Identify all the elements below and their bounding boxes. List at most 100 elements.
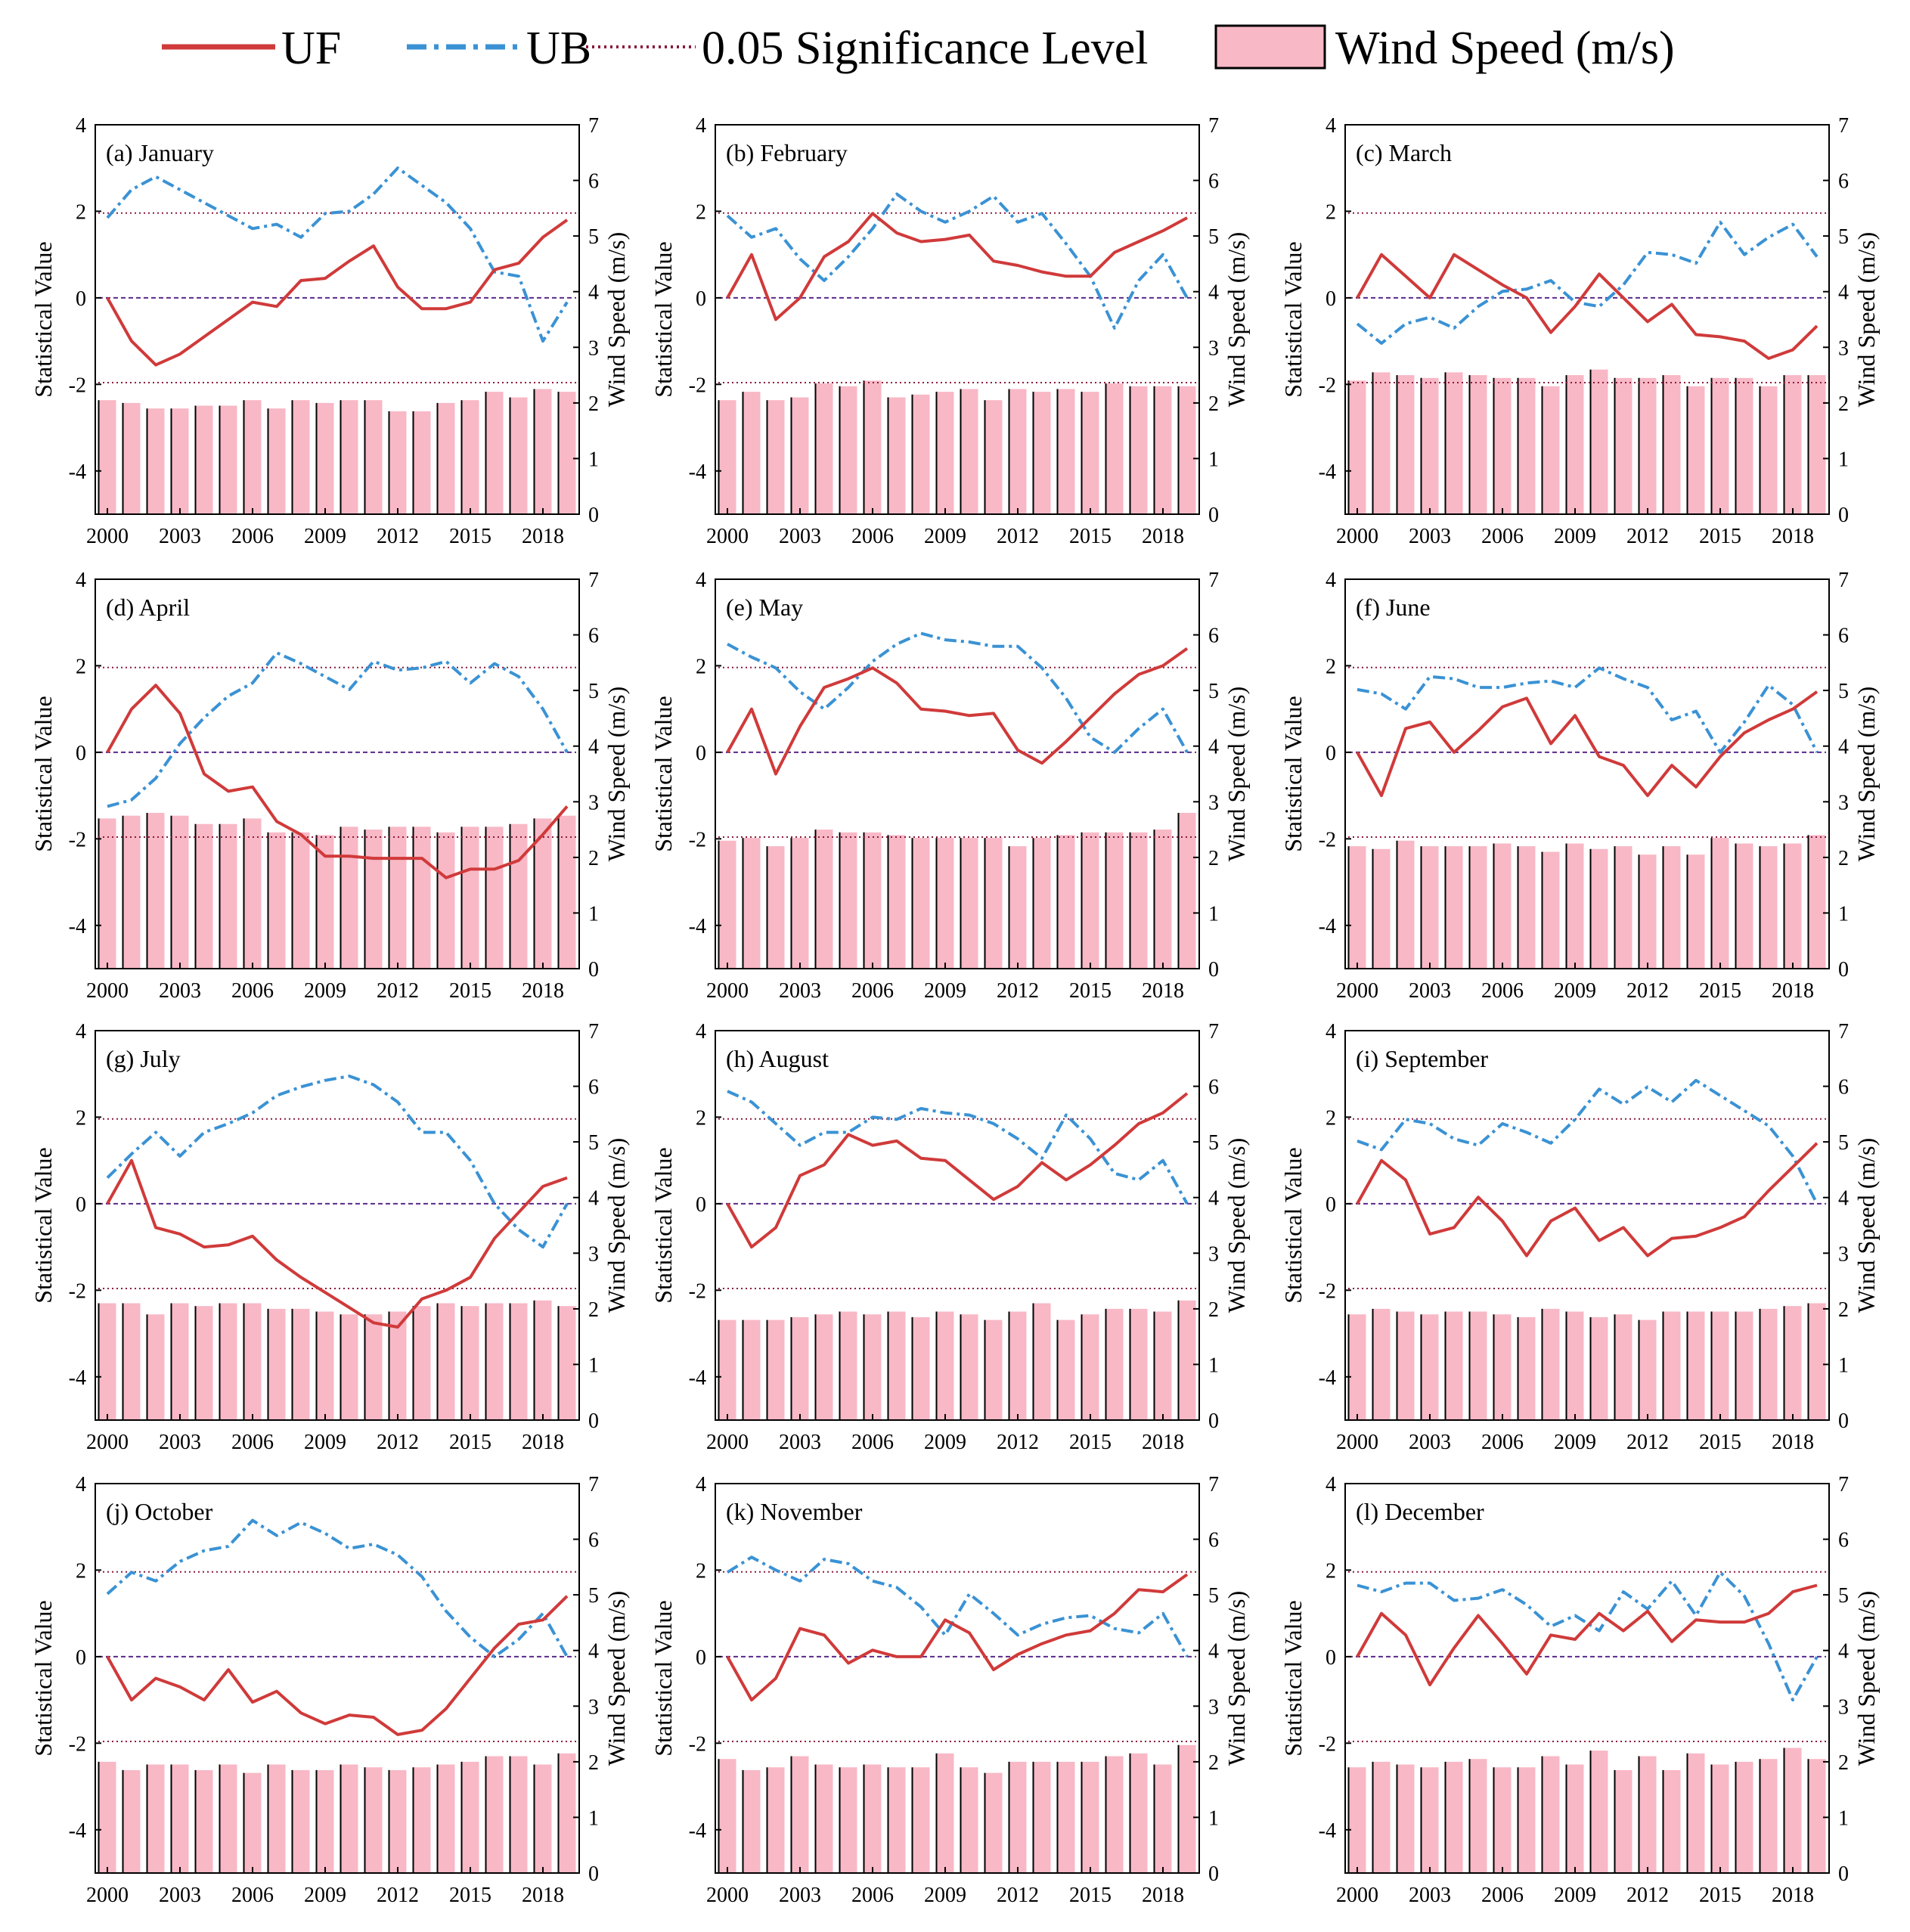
wind-bar-2014: [1687, 1311, 1705, 1420]
panel-7: 4 2 0 -2 -4 7 6 5 4 3 2 1 0 2000 2003 2006 2009 2012 2015 2…: [29, 1020, 630, 1454]
y2-tick-label: 1: [1838, 902, 1849, 926]
wind-bar-2005: [839, 832, 857, 969]
plot-frame: [95, 1483, 580, 1874]
uf-series-line: [1356, 690, 1819, 798]
x-tick-label: 2003: [159, 1431, 201, 1454]
plot-frame: [95, 578, 580, 969]
wind-bar-2003: [791, 397, 809, 514]
wind-bar-2008: [912, 394, 930, 514]
y-tick-label: 4: [76, 1473, 86, 1496]
x-tick-label: 2003: [159, 525, 201, 548]
wind-bar-2008: [1542, 1308, 1560, 1420]
y-tick-label: 0: [696, 1646, 706, 1670]
y-tick-label: 0: [1326, 1193, 1336, 1217]
y-tick-label: 0: [1326, 1646, 1336, 1670]
ub-series-line: [107, 651, 569, 808]
x-tick-label: 2000: [1336, 525, 1378, 548]
wind-bar-2007: [268, 408, 286, 514]
panel-title: (l) December: [1356, 1498, 1484, 1525]
wind-bar-2009: [316, 1311, 334, 1420]
y-tick-label: -2: [69, 1732, 86, 1756]
ub-series-line: [106, 1075, 569, 1249]
wind-bar-2008: [912, 1767, 930, 1873]
y-tick-label: 2: [696, 1106, 706, 1130]
x-tick-label: 2012: [377, 525, 419, 548]
y-tick-label: 0: [76, 742, 86, 765]
wind-bar-2002: [147, 1314, 165, 1420]
x-tick-label: 2015: [449, 1431, 491, 1454]
wind-bar-2000: [1348, 1767, 1366, 1873]
wind-bar-2019: [558, 1753, 576, 1873]
wind-bar-2015: [1081, 1761, 1099, 1873]
wind-bar-2018: [534, 818, 552, 969]
x-tick-label: 2015: [1069, 979, 1112, 1003]
y2-axis-label: Wind Speed (m/s): [603, 687, 630, 862]
wind-bar-2019: [1178, 1300, 1196, 1420]
y2-tick-label: 6: [1838, 170, 1849, 194]
y-tick-label: 0: [1326, 742, 1336, 765]
wind-bar-2006: [243, 400, 262, 514]
panel-12: 4 2 0 -2 -4 7 6 5 4 3 2 1 0 2000 2003 2006 2009 2012 2015 2…: [1279, 1473, 1880, 1907]
y2-tick-label: 1: [588, 1354, 599, 1377]
x-tick-label: 2000: [706, 1884, 749, 1907]
wind-bar-2008: [1542, 851, 1560, 969]
wind-bar-2014: [1057, 389, 1075, 514]
y-axis-label: Statistical Value: [650, 696, 677, 851]
wind-bar-2016: [1735, 377, 1753, 515]
y-axis-label: Statistical Value: [650, 241, 677, 397]
wind-bar-2012: [1009, 1761, 1027, 1873]
y2-tick-label: 2: [1838, 1751, 1849, 1775]
panel-6: 4 2 0 -2 -4 7 6 5 4 3 2 1 0 2000 2003 2006 2009 2012 2015 2…: [1279, 569, 1880, 1003]
y2-tick-label: 3: [1838, 1695, 1849, 1719]
wind-bar-2012: [1639, 377, 1657, 515]
wind-bar-2011: [1614, 1769, 1632, 1873]
wind-bar-2018: [1154, 386, 1172, 514]
y2-tick-label: 3: [1838, 791, 1849, 814]
y-tick-label: 4: [1326, 1473, 1336, 1496]
wind-bar-2016: [1105, 1756, 1124, 1873]
y-tick-label: 2: [1326, 1106, 1336, 1130]
wind-bar-2016: [1735, 1761, 1753, 1873]
x-tick-label: 2000: [1336, 1884, 1378, 1907]
x-tick-label: 2018: [1142, 1884, 1184, 1907]
wind-bar-2005: [839, 1311, 857, 1420]
x-tick-label: 2006: [1481, 979, 1524, 1003]
panel-title: (e) May: [726, 594, 803, 621]
x-tick-label: 2000: [706, 1431, 749, 1454]
wind-bar-2003: [791, 1316, 809, 1420]
uf-series-line: [726, 1092, 1189, 1249]
wind-bar-2018: [534, 1764, 552, 1873]
y2-tick-label: 3: [588, 791, 599, 814]
wind-bar-2008: [912, 838, 930, 969]
x-tick-label: 2009: [1554, 1431, 1596, 1454]
legend: UF UB 0.05 Significance Level Wind Speed…: [162, 23, 1675, 74]
y2-tick-label: 6: [1838, 625, 1849, 648]
y-tick-label: 4: [696, 1473, 706, 1496]
y-axis-label: Statistical Value: [29, 696, 57, 851]
wind-bar-2010: [960, 838, 978, 969]
x-tick-label: 2015: [1699, 1431, 1741, 1454]
x-tick-label: 2003: [159, 1884, 201, 1907]
y-tick-label: -4: [689, 1819, 706, 1843]
y2-axis-label: Wind Speed (m/s): [1853, 1138, 1880, 1313]
wind-bar-2019: [558, 1306, 576, 1420]
y2-tick-label: 7: [1838, 1020, 1849, 1044]
x-tick-label: 2012: [997, 525, 1039, 548]
panel-title: (j) October: [106, 1498, 213, 1525]
y-tick-label: 0: [76, 1646, 86, 1670]
wind-bar-2016: [485, 1756, 504, 1873]
panel-11: 4 2 0 -2 -4 7 6 5 4 3 2 1 0 2000 2003 2006 2009 2012 2015 2…: [650, 1473, 1250, 1907]
wind-bar-2005: [1469, 1759, 1487, 1873]
x-tick-label: 2018: [522, 1431, 564, 1454]
wind-bar-2019: [1808, 375, 1826, 514]
wind-bar-2013: [1663, 1311, 1681, 1420]
x-tick-label: 2012: [377, 979, 419, 1003]
plot-frame: [715, 124, 1200, 515]
wind-bar-2015: [1711, 377, 1729, 515]
wind-bar-2010: [340, 826, 358, 969]
wind-bar-2003: [791, 838, 809, 969]
uf-series-line: [726, 647, 1189, 776]
wind-bar-2015: [1711, 1311, 1729, 1420]
wind-bar-2006: [864, 1314, 882, 1420]
